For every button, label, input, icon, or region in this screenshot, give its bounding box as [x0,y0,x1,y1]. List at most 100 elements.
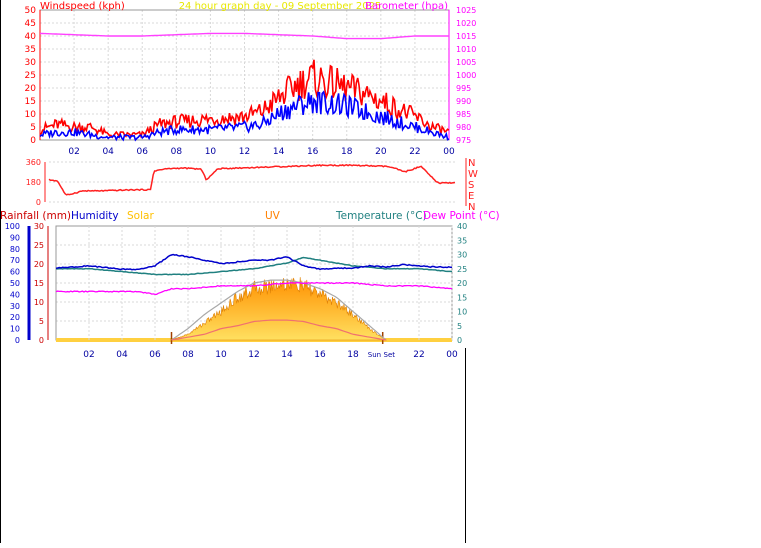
barometer-y-tick-label: 1020 [456,19,476,28]
windspeed-axis-label: Windspeed (kph) [40,1,125,12]
temperature-y-tick-label: 25 [457,265,467,274]
wind-y-tick-label: 35 [25,45,36,55]
barometer-y-tick-label: 980 [456,123,471,132]
right-border [465,348,466,543]
solar-x-tick-label: 06 [149,350,161,360]
series-uv-line [171,319,387,341]
series-barometer-line [39,32,449,40]
temperature-y-tick-label: 35 [457,236,467,245]
barometer-y-tick-label: 1000 [456,71,476,80]
barometer-y-tick-label: 990 [456,97,471,106]
temperature-y-tick-label: 5 [457,322,462,331]
wind-x-tick-label: 02 [68,147,79,157]
rainfall-y-tick-label: 30 [34,222,44,231]
wind-x-tick-label: 12 [239,147,250,157]
series-average-line [39,90,450,142]
solar-x-tick-label: 02 [83,350,94,360]
series-gust-line [39,59,450,140]
humidity-y-tick-label: 70 [10,256,20,265]
legend-item: Temperature (°C) [335,210,427,222]
wind-y-tick-label: 5 [30,123,36,133]
temperature-y-tick-label: 20 [457,279,467,288]
legend-item: Solar [127,210,154,222]
wind-y-tick-label: 45 [25,19,36,29]
rainfall-y-tick-label: 25 [34,241,44,250]
direction-y-tick-label: 360 [26,158,41,167]
wind-x-tick-label: 00 [443,147,455,157]
compass-s-label: S [468,180,474,191]
rainfall-y-tick-label: 0 [39,336,44,345]
humidity-y-tick-label: 20 [10,313,20,322]
wind-y-tick-label: 15 [25,97,36,107]
humidity-y-tick-label: 90 [10,233,20,242]
humidity-y-tick-label: 80 [10,245,20,254]
wind-x-tick-label: 14 [273,147,285,157]
temperature-y-tick-label: 10 [457,308,467,317]
humidity-y-tick-label: 10 [10,325,20,334]
barometer-y-tick-label: 1005 [456,58,476,67]
solar-x-tick-label: 10 [215,350,227,360]
humidity-y-tick-label: 100 [5,222,20,231]
barometer-y-tick-label: 1010 [456,45,476,54]
solar-x-tick-label: 18 [347,350,359,360]
humidity-y-tick-label: 30 [10,302,20,311]
wind-x-tick-label: 16 [307,147,319,157]
rainfall-y-tick-label: 20 [34,260,44,269]
temperature-y-tick-label: 40 [457,222,467,231]
temperature-y-tick-label: 0 [457,336,462,345]
barometer-y-tick-label: 995 [456,84,471,93]
wind-x-tick-label: 18 [341,147,353,157]
humidity-y-tick-label: 50 [10,279,20,288]
solar-x-tick-label: Set [384,351,396,359]
solar-x-tick-label: 08 [182,350,194,360]
series-humidity-line [55,253,453,271]
solar-x-tick-label: 22 [413,350,424,360]
wind-x-tick-label: 08 [171,147,183,157]
compass-n-label: N [468,158,475,169]
legend-item: Dew Point (°C) [423,210,500,222]
rainfall-y-tick-label: 5 [39,317,44,326]
direction-y-tick-label: 0 [36,198,41,207]
wind-y-tick-label: 30 [25,58,37,68]
barometer-y-tick-label: 1015 [456,32,476,41]
solar-x-tick-label: Sun [368,351,381,359]
wind-y-tick-label: 25 [25,71,36,81]
series-temperature-line [56,256,453,276]
barometer-y-tick-label: 975 [456,136,471,145]
humidity-y-tick-label: 0 [15,336,20,345]
wind-y-tick-label: 20 [25,84,37,94]
legend-item: Rainfall (mm) [0,210,71,222]
wind-x-tick-label: 20 [375,147,387,157]
solar-x-tick-label: 04 [116,350,128,360]
series-solar-area [171,277,387,341]
rainfall-y-tick-label: 15 [34,279,44,288]
wind-y-tick-label: 0 [30,136,36,146]
solar-x-tick-label: 00 [446,350,458,360]
barometer-y-tick-label: 985 [456,110,471,119]
compass-w-label: W [468,169,478,180]
wind-x-tick-label: 22 [409,147,420,157]
left-border [0,0,1,543]
wind-x-tick-label: 10 [205,147,217,157]
series-solar-max-line [171,279,387,341]
series-dewpoint-line [55,281,453,296]
solar-x-tick-label: 14 [281,350,293,360]
rainfall-y-tick-label: 10 [34,298,44,307]
solar-x-tick-label: 12 [248,350,259,360]
temperature-y-tick-label: 30 [457,251,467,260]
humidity-y-tick-label: 60 [10,268,20,277]
chart-title: 24 hour graph day - 09 September 2025 [179,1,382,12]
wind-y-tick-label: 40 [25,32,37,42]
series-direction-line [48,164,456,196]
wind-y-tick-label: 50 [25,6,37,16]
wind-x-tick-label: 06 [137,147,149,157]
barometer-axis-label: Barometer (hpa) [365,1,448,12]
solar-x-tick-label: 16 [314,350,326,360]
wind-x-tick-label: 04 [102,147,114,157]
barometer-y-tick-label: 1025 [456,6,476,15]
direction-y-tick-label: 180 [26,178,41,187]
humidity-y-tick-label: 40 [10,290,20,299]
legend-item: UV [265,210,281,222]
